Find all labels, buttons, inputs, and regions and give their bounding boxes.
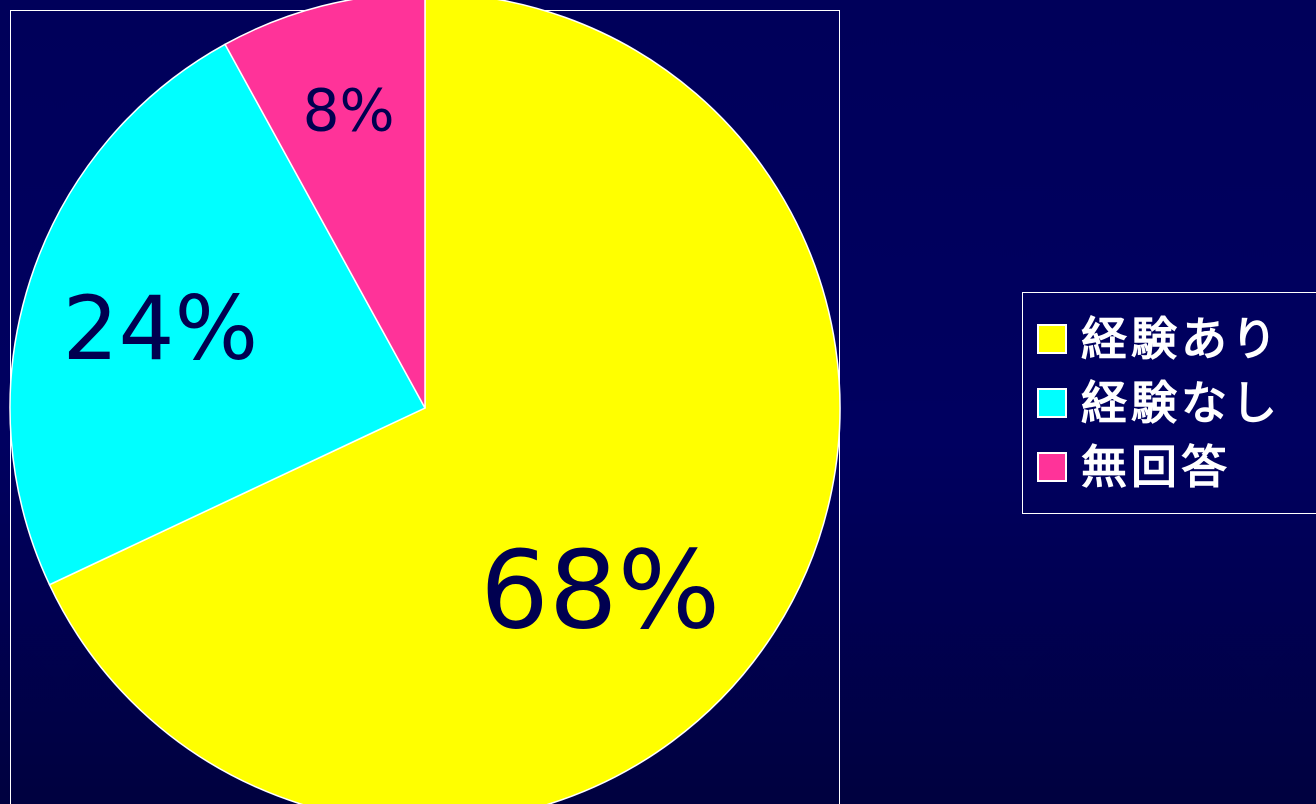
pie-slice-experienced bbox=[48, 0, 841, 804]
legend-label-experienced: 経験あり bbox=[1081, 312, 1281, 366]
legend-item-no-answer: 無回答 bbox=[1037, 435, 1316, 499]
pie-data-labels: 68% 24% 8% bbox=[62, 77, 720, 654]
legend-item-experienced: 経験あり bbox=[1037, 307, 1316, 371]
chart-legend: 経験あり 経験なし 無回答 bbox=[1022, 292, 1316, 514]
legend-swatch-yellow bbox=[1037, 324, 1067, 354]
data-label-no-answer: 8% bbox=[303, 77, 395, 145]
data-label-experienced: 68% bbox=[480, 529, 720, 654]
legend-item-not-experienced: 経験なし bbox=[1037, 371, 1316, 435]
pie-slice-not-experienced bbox=[9, 43, 427, 586]
pie-slice-no-answer bbox=[224, 0, 426, 409]
legend-label-no-answer: 無回答 bbox=[1081, 440, 1231, 494]
pie-slices bbox=[9, 0, 841, 804]
legend-swatch-pink bbox=[1037, 452, 1067, 482]
data-label-not-experienced: 24% bbox=[62, 277, 258, 380]
legend-label-not-experienced: 経験なし bbox=[1081, 376, 1281, 430]
legend-swatch-cyan bbox=[1037, 388, 1067, 418]
